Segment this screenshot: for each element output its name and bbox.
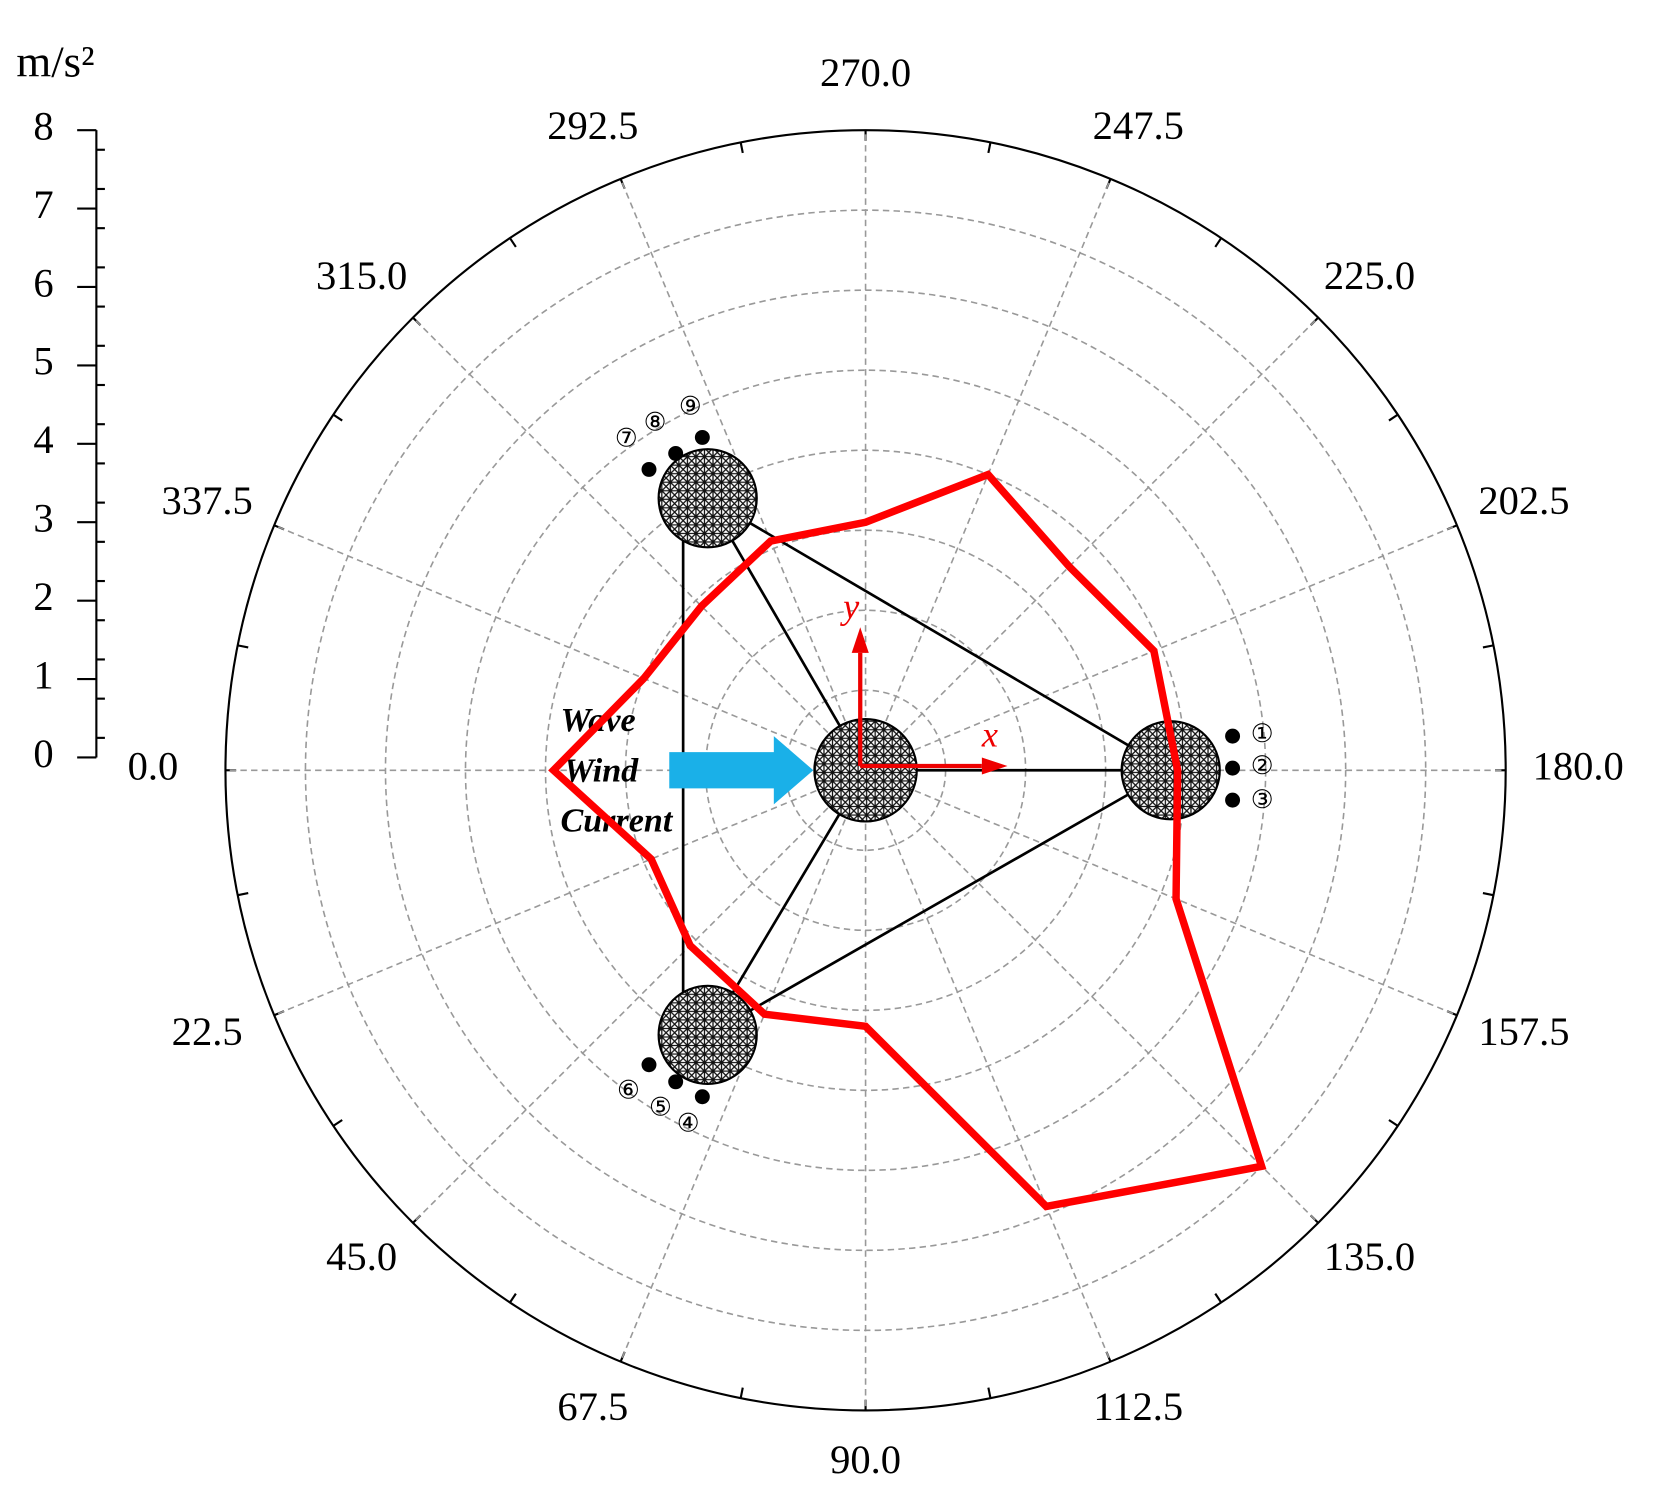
platform-diagram <box>641 429 1241 1105</box>
minor-tick <box>1482 644 1494 649</box>
series-line <box>548 470 1267 1211</box>
minor-tick <box>509 1293 517 1304</box>
theta-tick-label: 135.0 <box>1324 1234 1415 1279</box>
theta-tick-label: 202.5 <box>1478 478 1569 523</box>
r-tick-label: 6 <box>33 260 53 305</box>
grid-spoke <box>865 524 1458 772</box>
theta-tick-label: 180.0 <box>1533 744 1624 789</box>
theta-tick-label: 22.5 <box>172 1009 243 1054</box>
grid-spoke <box>865 317 1319 771</box>
r-tick-label: 5 <box>33 339 53 384</box>
theta-tick-label: 157.5 <box>1478 1009 1569 1054</box>
grid-spoke <box>412 317 867 771</box>
axis-label: y <box>839 587 860 627</box>
column-number: ⑦ <box>615 423 638 452</box>
minor-tick <box>332 413 343 422</box>
theta-tick-label: 90.0 <box>830 1437 901 1482</box>
column-number: ⑨ <box>679 391 702 420</box>
theta-tick-label: 315.0 <box>316 253 407 298</box>
column-number: ① <box>1251 719 1274 748</box>
minor-tick <box>237 644 249 649</box>
theta-tick-label: 112.5 <box>1093 1384 1183 1429</box>
minor-tick <box>739 1387 744 1399</box>
annotation: Current <box>560 802 673 839</box>
theta-tick-label: 67.5 <box>557 1384 628 1429</box>
column-number: ⑤ <box>649 1092 672 1121</box>
minor-tick <box>987 1387 992 1399</box>
theta-tick-label: 0.0 <box>128 744 179 789</box>
minor-tick <box>237 892 249 897</box>
grid-spoke <box>865 769 1319 1224</box>
r-tick-label: 1 <box>33 652 53 697</box>
r-axis-title: m/s² <box>16 36 94 86</box>
grid-spoke <box>865 769 1458 1016</box>
grid-spoke <box>864 769 1112 1362</box>
r-tick-label: 4 <box>33 417 53 462</box>
minor-tick <box>332 1119 343 1127</box>
column-number: ⑧ <box>644 407 667 436</box>
theta-tick-label: 270.0 <box>820 50 911 95</box>
r-tick-label: 2 <box>33 574 53 619</box>
theta-tick-label: 247.5 <box>1093 103 1184 148</box>
column-number: ④ <box>677 1108 700 1137</box>
r-tick-label: 0 <box>33 731 53 776</box>
column-number: ③ <box>1251 785 1274 814</box>
column-number: ② <box>1251 751 1274 780</box>
theta-tick-label: 225.0 <box>1324 253 1415 298</box>
theta-tick-label: 292.5 <box>547 103 638 148</box>
minor-tick <box>1482 892 1494 897</box>
minor-tick <box>1214 237 1223 248</box>
theta-tick-label: 45.0 <box>326 1234 397 1279</box>
minor-tick <box>1388 413 1399 422</box>
minor-tick <box>509 237 517 248</box>
r-tick-label: 7 <box>33 182 53 227</box>
column-number: ⑥ <box>617 1075 640 1104</box>
minor-tick <box>1214 1293 1223 1304</box>
minor-tick <box>1388 1119 1399 1127</box>
r-tick-label: 3 <box>33 496 53 541</box>
annotation: Wind <box>564 752 640 789</box>
minor-tick <box>739 142 744 154</box>
minor-tick <box>987 142 992 154</box>
axis-label: x <box>981 715 998 755</box>
theta-tick-label: 337.5 <box>162 478 253 523</box>
r-tick-label: 8 <box>33 103 53 148</box>
